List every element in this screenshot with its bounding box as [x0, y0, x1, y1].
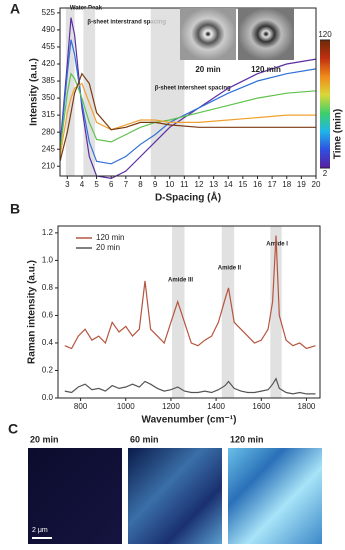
x-tick-label: 5: [94, 180, 99, 189]
data-line: [64, 377, 316, 395]
x-tick-label: 6: [109, 180, 114, 189]
y-tick-label: 455: [42, 42, 56, 51]
colorbar-tick-label: 2: [323, 169, 328, 178]
x-tick-label: 3: [65, 180, 70, 189]
x-tick-label: 1400: [207, 402, 225, 411]
highlight-band: [172, 226, 185, 398]
image-label: 20 min: [30, 434, 59, 444]
image-label: 60 min: [130, 434, 159, 444]
y-tick-label: 420: [42, 59, 56, 68]
x-tick-label: 11: [180, 180, 189, 189]
y-axis-title: Intensity (a.u.): [29, 58, 40, 126]
x-tick-label: 15: [238, 180, 247, 189]
y-tick-label: 350: [42, 93, 56, 102]
legend-label: 120 min: [96, 233, 124, 242]
inset-label: 20 min: [195, 65, 220, 74]
highlight-band: [65, 8, 75, 176]
x-tick-label: 17: [268, 180, 277, 189]
highlight-label: β-sheet intersheet spacing: [155, 86, 231, 92]
y-axis-title: Raman intensity (a.u.): [27, 260, 38, 364]
y-tick-label: 1.2: [42, 228, 54, 237]
data-line: [64, 235, 316, 350]
data-line: [59, 39, 317, 165]
inset-label: 120 min: [251, 65, 281, 74]
highlight-label: β-sheet interstrand spacing: [87, 20, 166, 26]
data-line: [59, 72, 316, 162]
inset-image: [238, 8, 294, 60]
micrograph: [128, 448, 222, 544]
highlight-band: [270, 226, 282, 398]
colorbar-title: Time (min): [333, 109, 344, 159]
x-tick-label: 13: [209, 180, 218, 189]
highlight-label: Amide I: [266, 242, 288, 248]
data-line: [59, 17, 317, 180]
colorbar-tick-label: 120: [318, 30, 332, 39]
y-tick-label: 525: [42, 8, 56, 17]
highlight-band: [150, 8, 185, 176]
highlight-band: [221, 226, 235, 398]
inset-image: [180, 8, 236, 60]
y-tick-label: 280: [42, 127, 56, 136]
data-line: [59, 72, 317, 152]
x-tick-label: 1600: [252, 402, 270, 411]
x-tick-label: 12: [195, 180, 204, 189]
colorbar: [320, 40, 330, 168]
y-tick-label: 0.4: [42, 338, 54, 347]
y-tick-label: 210: [42, 161, 56, 170]
micrograph: [28, 448, 122, 544]
y-tick-label: 385: [42, 76, 56, 85]
y-tick-label: 490: [42, 25, 56, 34]
highlight-band: [83, 8, 96, 176]
x-tick-label: 18: [282, 180, 291, 189]
x-tick-label: 20: [312, 180, 321, 189]
y-tick-label: 0.0: [42, 393, 54, 402]
x-tick-label: 19: [297, 180, 306, 189]
x-tick-label: 9: [153, 180, 158, 189]
x-tick-label: 10: [165, 180, 174, 189]
x-tick-label: 14: [224, 180, 233, 189]
y-tick-label: 0.8: [42, 283, 54, 292]
plot-frame: [57, 225, 321, 399]
x-tick-label: 1200: [162, 402, 180, 411]
y-tick-label: 315: [42, 110, 56, 119]
panel-label: B: [10, 201, 20, 217]
panel-label: C: [8, 421, 18, 437]
y-tick-label: 1.0: [42, 256, 54, 265]
image-label: 120 min: [230, 434, 264, 444]
x-tick-label: 1000: [117, 402, 135, 411]
panel-label: A: [10, 1, 20, 17]
x-axis-title: D-Spacing (Å): [155, 191, 221, 204]
x-axis-title: Wavenumber (cm⁻¹): [142, 415, 237, 426]
scale-bar-label: 2 μm: [32, 527, 48, 534]
x-tick-label: 800: [74, 402, 88, 411]
x-tick-label: 16: [253, 180, 262, 189]
x-tick-label: 8: [138, 180, 143, 189]
legend-label: 20 min: [96, 243, 120, 252]
y-tick-label: 0.6: [42, 311, 54, 320]
highlight-label: Amide II: [218, 266, 242, 272]
data-line: [59, 82, 316, 157]
x-tick-label: 7: [124, 180, 129, 189]
highlight-label: Amide III: [168, 278, 193, 284]
x-tick-label: 4: [80, 180, 85, 189]
y-tick-label: 245: [42, 144, 56, 153]
micrograph: [228, 448, 322, 544]
y-tick-label: 0.2: [42, 366, 54, 375]
x-tick-label: 1800: [298, 402, 316, 411]
